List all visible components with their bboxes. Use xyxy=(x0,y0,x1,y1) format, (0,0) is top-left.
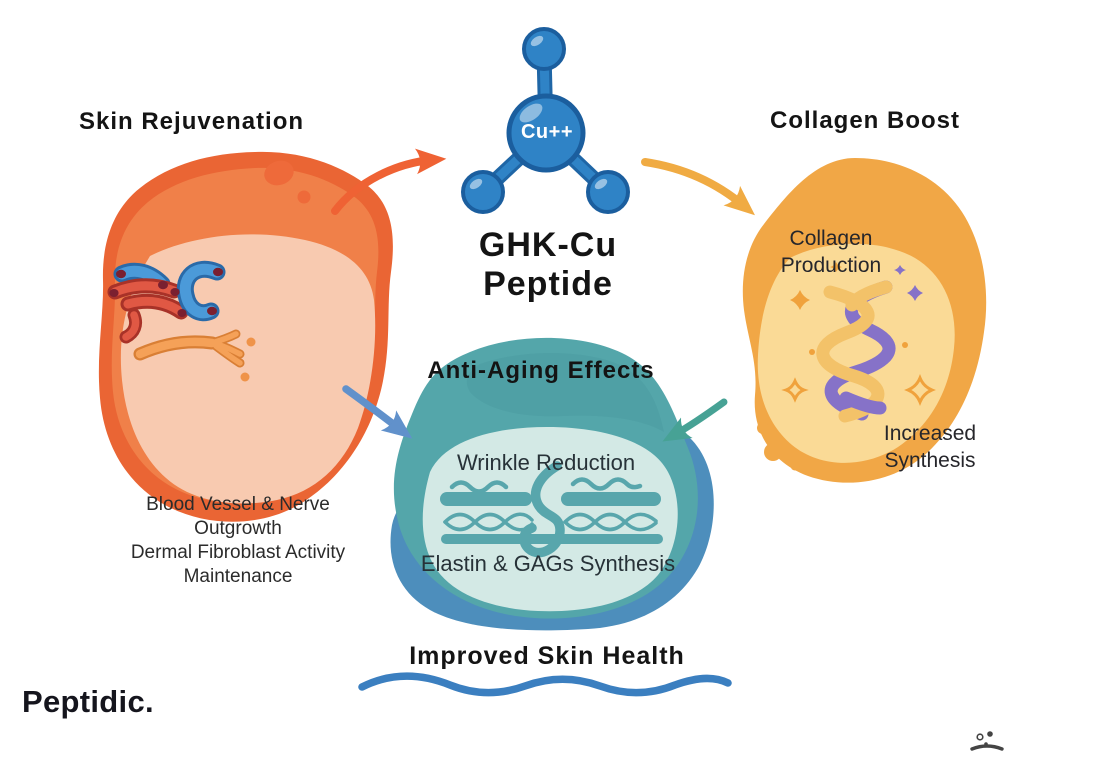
collagen-blob xyxy=(742,158,987,483)
brand-logo: Peptidic. xyxy=(22,684,154,719)
cu-ion-label: Cu++ xyxy=(520,121,574,143)
skin-rejuvenation-heading: Skin Rejuvenation xyxy=(79,108,305,135)
watermark-sparkle-icon xyxy=(970,731,1004,751)
skin-benefits-caption: Blood Vessel & Nerve Outgrowth Dermal Fi… xyxy=(130,494,346,588)
dna-helix-icon xyxy=(816,280,896,423)
droplet-icon xyxy=(764,443,782,461)
anti-aging-heading: Anti-Aging Effects xyxy=(427,357,655,384)
skin-rejuvenation-blob xyxy=(98,151,393,522)
arrow-skin-to-antiaging-icon xyxy=(342,385,413,439)
blood-vessel-icon xyxy=(107,260,226,344)
sparkle-icon xyxy=(781,262,936,406)
nerve-icon xyxy=(133,329,256,382)
droplet-icon xyxy=(297,190,311,204)
elastin-gags-label: Elastin & GAGs Synthesis xyxy=(420,551,676,576)
arrow-collagen-to-antiaging-icon xyxy=(662,398,728,442)
anti-aging-blob xyxy=(390,337,714,631)
droplet-icon xyxy=(757,422,769,434)
improved-skin-health-heading: Improved Skin Health xyxy=(409,642,685,670)
wrinkle-reduction-label: Wrinkle Reduction xyxy=(456,450,636,475)
arrow-peptide-to-collagen-icon xyxy=(641,158,755,216)
arrow-skin-to-peptide-icon xyxy=(331,148,447,215)
droplet-icon xyxy=(264,160,294,186)
collagen-production-label: Collagen Production xyxy=(780,227,882,277)
increased-synthesis-label: Increased Synthesis xyxy=(883,422,977,472)
collagen-boost-heading: Collagen Boost xyxy=(770,107,961,134)
ghk-cu-title: GHK-Cu Peptide xyxy=(478,226,618,304)
wave-underline-icon xyxy=(358,672,732,697)
droplet-icon xyxy=(790,461,800,471)
skin-layers-icon xyxy=(440,461,663,558)
molecule-icon xyxy=(461,27,630,214)
